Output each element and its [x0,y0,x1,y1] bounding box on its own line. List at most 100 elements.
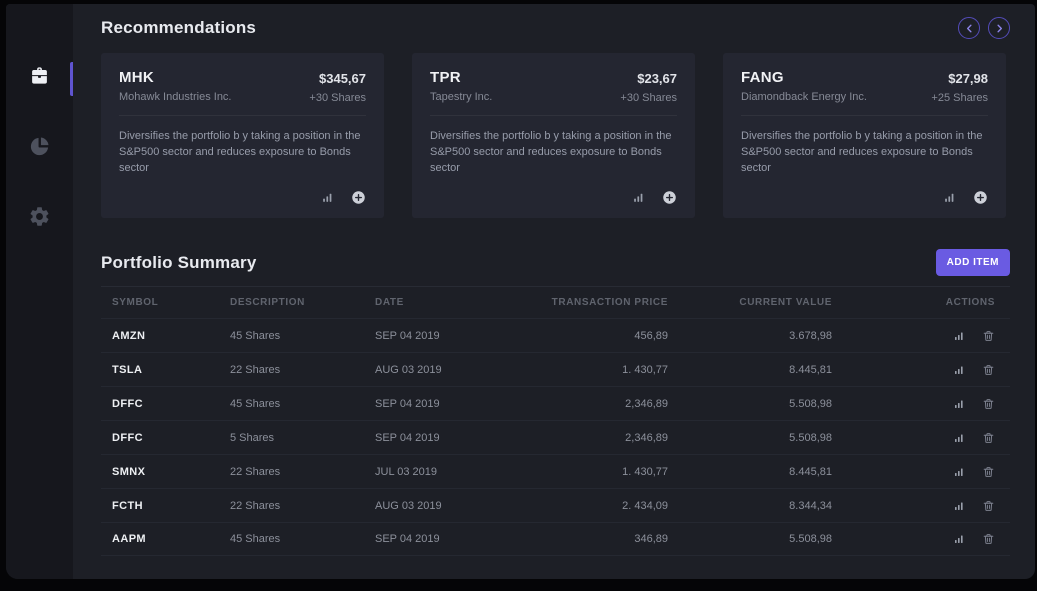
bar-chart-icon [953,330,965,342]
row-symbol: DFFC [112,397,143,410]
row-chart-button[interactable] [953,533,965,545]
row-transaction-price: 456,89 [634,329,668,342]
trash-icon [982,397,995,411]
recommendations-header: Recommendations [101,17,1010,39]
recommendations-title: Recommendations [101,18,257,37]
card-footer [119,190,366,205]
bar-chart-icon [953,364,965,376]
bar-chart-icon [953,432,965,444]
recommendation-card[interactable]: TPR Tapestry Inc. $23,67 +30 Shares Dive… [412,53,695,218]
row-date: SEP 04 2019 [375,329,440,342]
plus-circle-icon[interactable] [662,190,677,205]
row-delete-button[interactable] [982,431,995,445]
trash-icon [982,363,995,377]
row-date: SEP 04 2019 [375,397,440,410]
row-current-value: 3.678,98 [789,329,832,342]
sidebar-item-analytics[interactable] [6,114,73,184]
portfolio-header: Portfolio Summary ADD ITEM [101,249,1010,276]
recommendation-cards: MHK Mohawk Industries Inc. $345,67 +30 S… [101,53,1010,218]
card-divider [119,115,366,116]
row-delete-button[interactable] [982,465,995,479]
card-description: Diversifies the portfolio b y taking a p… [741,130,983,174]
row-current-value: 5.508,98 [789,397,832,410]
row-description: 22 Shares [230,499,281,512]
active-tab-indicator [70,62,73,96]
row-symbol: DFFC [112,431,143,444]
row-description: 22 Shares [230,363,281,376]
row-chart-button[interactable] [953,364,965,376]
row-transaction-price: 1. 430,77 [622,363,668,376]
row-symbol: TSLA [112,363,143,376]
row-chart-button[interactable] [953,330,965,342]
row-actions [832,397,995,411]
briefcase-icon [28,65,51,93]
table-body: AMZN 45 Shares SEP 04 2019 456,89 3.678,… [101,318,1010,556]
row-delete-button[interactable] [982,532,995,546]
card-header: TPR Tapestry Inc. $23,67 +30 Shares [430,69,677,104]
row-chart-button[interactable] [953,398,965,410]
card-description: Diversifies the portfolio b y taking a p… [119,130,361,174]
row-delete-button[interactable] [982,329,995,343]
bar-chart-icon[interactable] [632,191,645,204]
card-shares: +30 Shares [620,92,677,104]
column-current-value: CURRENT VALUE [739,297,832,308]
card-header: FANG Diamondback Energy Inc. $27,98 +25 … [741,69,988,104]
carousel-next-button[interactable] [988,17,1010,39]
plus-circle-icon[interactable] [973,190,988,205]
card-divider [741,115,988,116]
column-description: DESCRIPTION [230,297,305,308]
row-delete-button[interactable] [982,397,995,411]
row-chart-button[interactable] [953,432,965,444]
row-current-value: 8.445,81 [789,465,832,478]
row-description: 5 Shares [230,431,275,444]
row-actions [832,465,995,479]
card-price: $345,67 [319,71,366,86]
column-symbol: SYMBOL [112,297,159,308]
card-symbol: MHK [119,69,155,86]
carousel-controls [958,17,1010,39]
row-delete-button[interactable] [982,499,995,513]
plus-circle-icon[interactable] [351,190,366,205]
card-divider [430,115,677,116]
card-company: Diamondback Energy Inc. [741,91,867,103]
row-transaction-price: 1. 430,77 [622,465,668,478]
row-actions [832,499,995,513]
bar-chart-icon[interactable] [321,191,334,204]
add-item-button[interactable]: ADD ITEM [935,249,1010,276]
column-actions: ACTIONS [945,297,995,308]
row-delete-button[interactable] [982,363,995,377]
row-current-value: 5.508,98 [789,533,832,545]
row-date: SEP 04 2019 [375,533,440,545]
pie-chart-icon [28,135,51,163]
table-row: TSLA 22 Shares AUG 03 2019 1. 430,77 8.4… [101,352,1010,386]
sidebar-item-portfolio[interactable] [6,44,73,114]
carousel-prev-button[interactable] [958,17,980,39]
row-actions [832,329,995,343]
card-footer [741,190,988,205]
card-price: $27,98 [948,71,988,86]
bar-chart-icon[interactable] [943,191,956,204]
row-transaction-price: 346,89 [634,533,668,545]
portfolio-title: Portfolio Summary [101,252,257,272]
chevron-left-icon [964,23,975,34]
sidebar-item-settings[interactable] [6,184,73,254]
recommendation-card[interactable]: MHK Mohawk Industries Inc. $345,67 +30 S… [101,53,384,218]
bar-chart-icon [953,500,965,512]
trash-icon [982,465,995,479]
row-description: 45 Shares [230,329,281,342]
row-transaction-price: 2. 434,09 [622,499,668,512]
table-row: FCTH 22 Shares AUG 03 2019 2. 434,09 8.3… [101,488,1010,522]
row-current-value: 5.508,98 [789,431,832,444]
trash-icon [982,431,995,445]
recommendation-card[interactable]: FANG Diamondback Energy Inc. $27,98 +25 … [723,53,1006,218]
card-description: Diversifies the portfolio b y taking a p… [430,130,672,174]
card-footer [430,190,677,205]
row-transaction-price: 2,346,89 [625,431,668,444]
row-current-value: 8.344,34 [789,499,832,512]
row-date: JUL 03 2019 [375,465,437,478]
bar-chart-icon [953,466,965,478]
row-chart-button[interactable] [953,500,965,512]
row-symbol: FCTH [112,499,143,512]
row-chart-button[interactable] [953,466,965,478]
row-transaction-price: 2,346,89 [625,397,668,410]
